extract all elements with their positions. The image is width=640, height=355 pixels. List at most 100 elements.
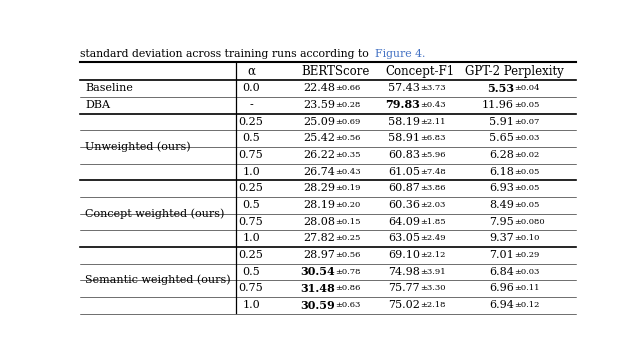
Text: ±5.96: ±5.96 — [420, 151, 445, 159]
Text: 6.94: 6.94 — [489, 300, 514, 310]
Text: ±0.05: ±0.05 — [514, 184, 540, 192]
Text: ±0.10: ±0.10 — [514, 234, 540, 242]
Text: 0.25: 0.25 — [239, 250, 264, 260]
Text: 28.97: 28.97 — [303, 250, 335, 260]
Text: 64.09: 64.09 — [388, 217, 420, 227]
Text: α: α — [247, 65, 255, 78]
Text: Concept weighted (ours): Concept weighted (ours) — [85, 208, 225, 219]
Text: ±0.05: ±0.05 — [514, 101, 540, 109]
Text: DBA: DBA — [85, 100, 110, 110]
Text: 6.96: 6.96 — [489, 283, 514, 293]
Text: 5.53: 5.53 — [487, 83, 514, 94]
Text: 0.25: 0.25 — [239, 117, 264, 127]
Text: 25.42: 25.42 — [303, 133, 335, 143]
Text: ±3.91: ±3.91 — [420, 268, 445, 276]
Text: ±0.05: ±0.05 — [514, 201, 540, 209]
Text: 5.91: 5.91 — [489, 117, 514, 127]
Text: Semantic weighted (ours): Semantic weighted (ours) — [85, 275, 230, 285]
Text: 79.83: 79.83 — [385, 99, 420, 110]
Text: ±3.30: ±3.30 — [420, 284, 445, 293]
Text: ±2.18: ±2.18 — [420, 301, 445, 309]
Text: ±1.85: ±1.85 — [420, 218, 445, 226]
Text: 6.18: 6.18 — [489, 167, 514, 177]
Text: ±0.07: ±0.07 — [514, 118, 540, 126]
Text: 61.05: 61.05 — [388, 167, 420, 177]
Text: ±0.25: ±0.25 — [335, 234, 361, 242]
Text: ±0.080: ±0.080 — [514, 218, 545, 226]
Text: ±0.02: ±0.02 — [514, 151, 540, 159]
Text: 31.48: 31.48 — [301, 283, 335, 294]
Text: ±0.56: ±0.56 — [335, 251, 361, 259]
Text: ±0.43: ±0.43 — [335, 168, 361, 176]
Text: 8.49: 8.49 — [489, 200, 514, 210]
Text: ±0.29: ±0.29 — [514, 251, 540, 259]
Text: 0.5: 0.5 — [243, 200, 260, 210]
Text: ±2.12: ±2.12 — [420, 251, 445, 259]
Text: 74.98: 74.98 — [388, 267, 420, 277]
Text: 30.54: 30.54 — [301, 266, 335, 277]
Text: 6.84: 6.84 — [489, 267, 514, 277]
Text: 75.02: 75.02 — [388, 300, 420, 310]
Text: 6.93: 6.93 — [489, 183, 514, 193]
Text: Concept-F1: Concept-F1 — [385, 65, 454, 78]
Text: 0.75: 0.75 — [239, 217, 264, 227]
Text: 28.08: 28.08 — [303, 217, 335, 227]
Text: 0.25: 0.25 — [239, 183, 264, 193]
Text: 7.95: 7.95 — [489, 217, 514, 227]
Text: 25.09: 25.09 — [303, 117, 335, 127]
Text: standard deviation across training runs according to: standard deviation across training runs … — [80, 49, 372, 59]
Text: -: - — [249, 100, 253, 110]
Text: ±3.86: ±3.86 — [420, 184, 445, 192]
Text: 1.0: 1.0 — [243, 233, 260, 244]
Text: Figure 4.: Figure 4. — [375, 49, 426, 59]
Text: ±6.83: ±6.83 — [420, 134, 445, 142]
Text: 26.74: 26.74 — [303, 167, 335, 177]
Text: ±2.49: ±2.49 — [420, 234, 445, 242]
Text: ±0.12: ±0.12 — [514, 301, 540, 309]
Text: 0.75: 0.75 — [239, 150, 264, 160]
Text: ±0.04: ±0.04 — [514, 84, 540, 92]
Text: 23.59: 23.59 — [303, 100, 335, 110]
Text: 9.37: 9.37 — [489, 233, 514, 244]
Text: ±0.43: ±0.43 — [420, 101, 445, 109]
Text: 60.83: 60.83 — [388, 150, 420, 160]
Text: 60.36: 60.36 — [388, 200, 420, 210]
Text: 0.75: 0.75 — [239, 283, 264, 293]
Text: 0.5: 0.5 — [243, 267, 260, 277]
Text: Unweighted (ours): Unweighted (ours) — [85, 141, 191, 152]
Text: ±0.56: ±0.56 — [335, 134, 361, 142]
Text: ±0.20: ±0.20 — [335, 201, 361, 209]
Text: 5.65: 5.65 — [489, 133, 514, 143]
Text: 28.19: 28.19 — [303, 200, 335, 210]
Text: 22.48: 22.48 — [303, 83, 335, 93]
Text: ±7.48: ±7.48 — [420, 168, 445, 176]
Text: ±0.78: ±0.78 — [335, 268, 361, 276]
Text: ±0.11: ±0.11 — [514, 284, 540, 293]
Text: ±0.35: ±0.35 — [335, 151, 361, 159]
Text: 63.05: 63.05 — [388, 233, 420, 244]
Text: 26.22: 26.22 — [303, 150, 335, 160]
Text: ±0.03: ±0.03 — [514, 134, 540, 142]
Text: 60.87: 60.87 — [388, 183, 420, 193]
Text: ±0.86: ±0.86 — [335, 284, 361, 293]
Text: 58.19: 58.19 — [388, 117, 420, 127]
Text: ±0.05: ±0.05 — [514, 168, 540, 176]
Text: 6.28: 6.28 — [489, 150, 514, 160]
Text: ±0.15: ±0.15 — [335, 218, 361, 226]
Text: ±0.69: ±0.69 — [335, 118, 361, 126]
Text: 30.59: 30.59 — [301, 300, 335, 311]
Text: ±2.03: ±2.03 — [420, 201, 445, 209]
Text: 69.10: 69.10 — [388, 250, 420, 260]
Text: ±0.19: ±0.19 — [335, 184, 361, 192]
Text: 11.96: 11.96 — [482, 100, 514, 110]
Text: 1.0: 1.0 — [243, 167, 260, 177]
Text: ±2.11: ±2.11 — [420, 118, 445, 126]
Text: 0.5: 0.5 — [243, 133, 260, 143]
Text: ±0.63: ±0.63 — [335, 301, 361, 309]
Text: ±3.73: ±3.73 — [420, 84, 445, 92]
Text: 1.0: 1.0 — [243, 300, 260, 310]
Text: GPT-2 Perplexity: GPT-2 Perplexity — [465, 65, 563, 78]
Text: 0.0: 0.0 — [243, 83, 260, 93]
Text: 27.82: 27.82 — [303, 233, 335, 244]
Text: 58.91: 58.91 — [388, 133, 420, 143]
